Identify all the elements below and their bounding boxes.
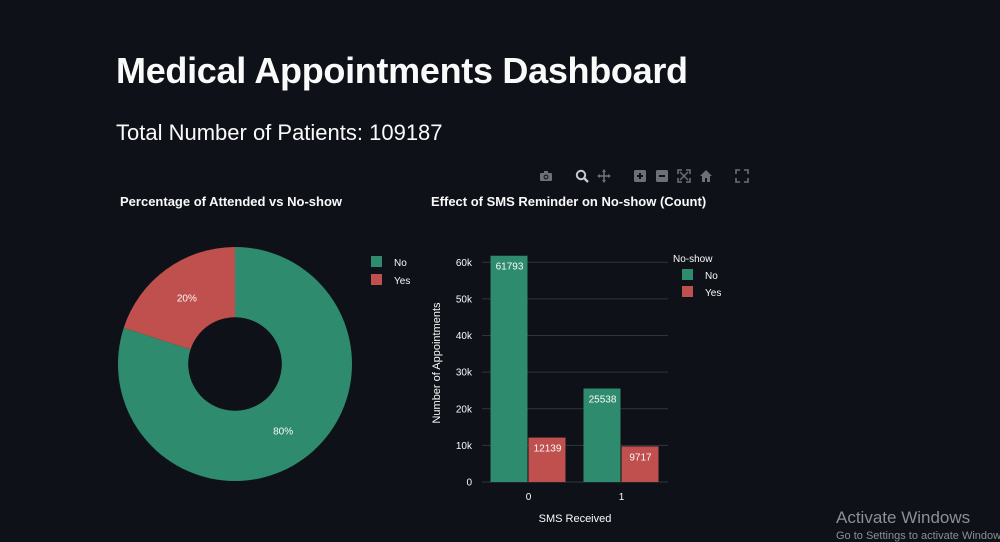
donut-slice-label: 20% — [177, 294, 197, 305]
x-tick-label: 1 — [619, 492, 625, 503]
legend-label-no[interactable]: No — [705, 271, 718, 282]
reset-axes-icon[interactable] — [698, 168, 714, 184]
y-tick-label: 50k — [456, 294, 473, 305]
pan-icon[interactable] — [596, 168, 612, 184]
donut-chart: 80% 20% No Yes — [118, 247, 410, 481]
donut-slice-label: 80% — [273, 426, 293, 437]
bar-data-label: 9717 — [629, 452, 652, 463]
x-tick-label: 0 — [526, 492, 532, 503]
bar-yes-1[interactable] — [621, 446, 659, 482]
legend-title: No-show — [673, 254, 713, 265]
y-tick-label: 30k — [456, 368, 473, 379]
bar-data-label: 25538 — [589, 394, 617, 405]
autoscale-icon[interactable] — [676, 168, 692, 184]
legend-label-no[interactable]: No — [394, 258, 407, 269]
y-tick-label: 40k — [456, 331, 473, 342]
y-tick-label: 20k — [456, 404, 473, 415]
activate-windows-watermark: Activate Windows — [836, 508, 971, 527]
donut-slice-no[interactable] — [118, 247, 353, 481]
bar-chart-title: Effect of SMS Reminder on No-show (Count… — [431, 194, 707, 209]
total-patients-heading: Total Number of Patients: 109187 — [116, 120, 443, 145]
donut-chart-title: Percentage of Attended vs No-show — [120, 194, 342, 209]
legend-swatch-no[interactable] — [682, 269, 693, 280]
legend-swatch-no[interactable] — [371, 256, 382, 267]
y-tick-label: 10k — [456, 441, 473, 452]
bar-no-0[interactable] — [490, 255, 528, 482]
fullscreen-icon[interactable] — [734, 168, 750, 184]
y-axis-title: Number of Appointments — [431, 302, 443, 424]
bar-chart: 0 10k 20k 30k 40k 50k 60k 0 61793 12139 1 25538 9717… — [431, 254, 721, 525]
page-title: Medical Appointments Dashboard — [116, 50, 688, 91]
donut-slice-yes[interactable] — [123, 247, 235, 350]
legend-label-yes[interactable]: Yes — [394, 276, 410, 287]
activate-windows-subtext: Go to Settings to activate Windows. — [836, 530, 1000, 542]
bar-yes-0[interactable] — [528, 437, 566, 482]
bar-no-1[interactable] — [583, 388, 621, 482]
y-tick-label: 60k — [456, 258, 473, 269]
zoom-in-icon[interactable] — [632, 168, 648, 184]
zoom-icon[interactable] — [574, 168, 590, 184]
zoom-out-icon[interactable] — [654, 168, 670, 184]
bar-data-label: 61793 — [496, 262, 524, 273]
bar-data-label: 12139 — [534, 444, 562, 455]
chart-modebar — [538, 168, 750, 184]
camera-icon[interactable] — [538, 168, 554, 184]
x-axis-title: SMS Received — [539, 513, 612, 525]
legend-swatch-yes[interactable] — [371, 274, 382, 285]
legend-swatch-yes[interactable] — [682, 286, 693, 297]
legend-label-yes[interactable]: Yes — [705, 288, 721, 299]
y-tick-label: 0 — [466, 478, 472, 489]
